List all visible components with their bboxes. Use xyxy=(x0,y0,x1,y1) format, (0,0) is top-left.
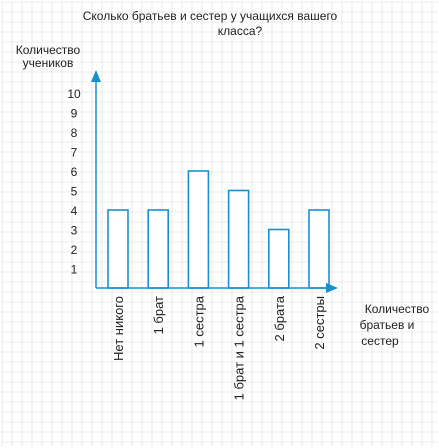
bar xyxy=(227,189,250,289)
bar xyxy=(107,209,129,289)
y-tick-label: 10 xyxy=(67,87,81,101)
bar xyxy=(187,170,210,289)
y-tick-label: 5 xyxy=(71,185,78,199)
x-tick-label: 2 сестры xyxy=(312,296,327,350)
y-axis-label-line-1: Количество xyxy=(16,43,81,57)
x-axis-arrow xyxy=(326,283,338,293)
bar xyxy=(267,228,290,289)
y-tick-label: 3 xyxy=(71,224,78,238)
x-axis-label-line-3: сестер xyxy=(361,334,399,348)
x-tick-label: 1 сестра xyxy=(191,295,206,347)
y-tick-label: 1 xyxy=(71,263,78,277)
bar xyxy=(147,209,169,289)
y-tick-label: 9 xyxy=(71,107,78,121)
y-tick-label: 7 xyxy=(71,146,78,160)
y-tick-labels: 1 2 3 4 5 6 7 8 9 10 xyxy=(67,87,81,277)
bar xyxy=(308,209,330,289)
y-axis-label-line-2: учеников xyxy=(23,56,74,70)
chart-title-line-2: класса? xyxy=(218,24,263,38)
x-axis-label-line-1: Количество xyxy=(365,302,430,316)
y-tick-label: 8 xyxy=(71,126,78,140)
y-axis-arrow xyxy=(91,70,101,82)
chart-title-line-1: Сколько братьев и сестер у учащихся ваше… xyxy=(83,9,338,23)
x-tick-labels: Нет никого 1 брат 1 сестра 1 брат и 1 сестр… xyxy=(111,295,327,400)
y-tick-label: 4 xyxy=(71,204,78,218)
y-tick-label: 6 xyxy=(71,165,78,179)
x-tick-label: 1 брат и 1 сестра xyxy=(232,295,247,400)
x-tick-label: 2 брата xyxy=(272,295,287,341)
x-axis-label-line-2: братьев и xyxy=(360,318,415,332)
bars xyxy=(107,170,330,289)
x-tick-label: Нет никого xyxy=(111,296,126,361)
y-tick-label: 2 xyxy=(71,243,78,257)
x-tick-label: 1 брат xyxy=(151,296,166,334)
